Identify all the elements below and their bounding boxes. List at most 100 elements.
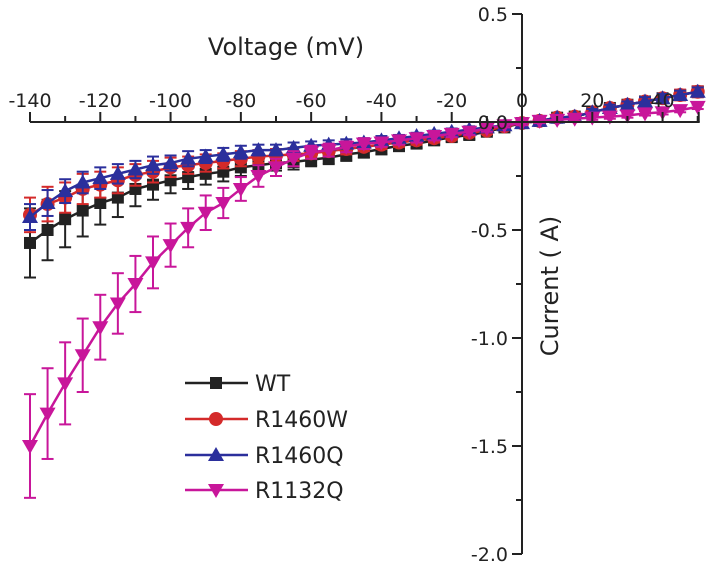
data-point	[109, 165, 126, 180]
y-tick-label: -1.5	[471, 436, 508, 458]
data-point	[127, 161, 144, 176]
legend-marker	[208, 447, 224, 461]
legend-label: R1460W	[255, 408, 348, 433]
data-point	[601, 99, 618, 114]
data-point	[145, 256, 161, 271]
legend-label: R1132Q	[255, 479, 344, 504]
data-point	[76, 204, 89, 217]
data-point	[127, 278, 144, 292]
data-point	[285, 152, 302, 167]
legend-label: R1460Q	[255, 444, 344, 469]
data-point	[180, 221, 197, 236]
data-point	[250, 170, 267, 184]
data-point	[57, 377, 74, 392]
data-point	[197, 148, 214, 163]
axes: -140 -120 -100 -80 -60 -40 -20 0 20 40 0.5 0.0 -0.5…	[8, 4, 700, 566]
x-tick-label: -120	[79, 90, 122, 112]
data-point	[250, 142, 267, 157]
data-point	[22, 440, 38, 454]
data-point	[672, 87, 689, 101]
data-point	[637, 93, 653, 108]
data-point	[637, 107, 653, 122]
legend-marker-square	[210, 377, 222, 389]
data-point	[94, 197, 107, 209]
data-point	[41, 224, 54, 236]
x-tick-label: -100	[149, 90, 192, 112]
y-tick-label: 0.0	[478, 112, 508, 134]
data-point	[426, 130, 443, 145]
data-point	[180, 150, 197, 165]
legend-marker	[209, 412, 223, 426]
legend-item-r1132q: R1132Q	[185, 479, 344, 504]
data-point	[619, 96, 636, 111]
x-tick-label: 20	[580, 90, 604, 112]
data-point	[268, 142, 284, 157]
data-point	[689, 83, 706, 98]
data-point	[320, 144, 337, 159]
legend-marker-triangle-down	[208, 484, 224, 498]
data-point	[338, 140, 355, 155]
data-point	[59, 213, 72, 226]
data-point	[268, 161, 284, 176]
data-point	[355, 137, 372, 152]
data-point	[24, 236, 36, 249]
x-ticks: -140 -120 -100 -80 -60 -40 -20 0 20 40	[8, 90, 700, 122]
data-point	[22, 209, 38, 224]
legend-marker	[210, 377, 222, 389]
x-tick-label: 0	[516, 90, 528, 112]
series-layer	[22, 83, 706, 499]
data-point	[601, 110, 618, 125]
data-point	[689, 100, 706, 115]
data-point	[478, 122, 495, 137]
series-wt	[24, 85, 704, 279]
data-point	[654, 90, 671, 105]
data-point	[162, 155, 179, 170]
data-point	[162, 239, 179, 254]
legend: WT R1460W R1460Q R1132Q	[185, 372, 348, 504]
data-point	[566, 112, 583, 127]
legend-item-wt: WT	[185, 372, 291, 397]
data-point	[39, 407, 56, 422]
data-point	[111, 191, 124, 204]
y-axis-title: Current ( A)	[536, 216, 564, 357]
y-tick-label: -2.0	[471, 544, 508, 566]
x-axis-title: Voltage (mV)	[208, 33, 364, 61]
legend-item-r1460q: R1460Q	[185, 444, 344, 469]
x-tick-label: -80	[225, 90, 256, 112]
x-tick-label: -20	[436, 90, 467, 112]
data-point	[74, 349, 91, 364]
data-point	[461, 125, 478, 140]
legend-label: WT	[255, 372, 291, 397]
x-tick-label: -60	[296, 90, 327, 112]
x-tick-label: 40	[650, 90, 674, 112]
data-point	[145, 157, 161, 172]
y-tick-label: 0.5	[478, 4, 508, 26]
x-tick-label: -40	[366, 90, 397, 112]
legend-marker-circle	[209, 412, 223, 426]
data-point	[232, 182, 249, 197]
legend-marker-triangle-up	[208, 447, 224, 461]
data-point	[391, 134, 407, 149]
data-point	[408, 132, 425, 147]
legend-marker	[208, 484, 224, 498]
data-point	[215, 197, 232, 211]
data-point	[215, 146, 232, 161]
series-r1132q	[22, 100, 706, 499]
data-point	[39, 195, 56, 209]
data-point	[57, 183, 74, 198]
y-tick-label: -0.5	[471, 220, 508, 242]
data-point	[92, 170, 109, 185]
data-point	[373, 136, 390, 151]
data-point	[109, 297, 126, 312]
data-point	[443, 127, 460, 142]
data-point	[74, 174, 91, 189]
data-point	[232, 144, 249, 159]
legend-item-r1460w: R1460W	[185, 408, 348, 433]
data-point	[92, 321, 109, 336]
y-ticks: 0.5 0.0 -0.5 -1.0 -1.5 -2.0	[471, 4, 522, 566]
data-point	[303, 146, 320, 161]
y-tick-label: -1.0	[471, 328, 508, 350]
data-point	[197, 206, 214, 221]
x-tick-label: -140	[8, 90, 51, 112]
